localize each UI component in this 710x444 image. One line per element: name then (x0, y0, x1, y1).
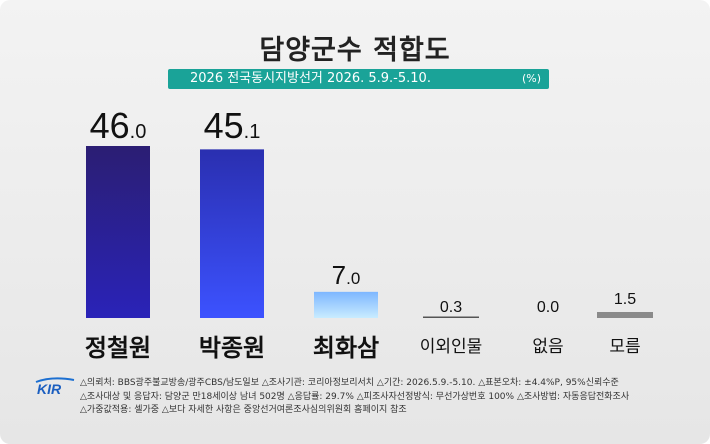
footer-line-2: △조사대상 및 응답자: 담양군 만18세이상 남녀 502명 △응답률: 29… (80, 391, 630, 402)
survey-info-bar: 2026 전국동시지방선거 2026. 5.9.-5.10. (%) (168, 69, 549, 89)
value-label-4: 0.3 (440, 299, 462, 316)
bar-6 (597, 312, 653, 318)
value-label-2: 45.1 (204, 105, 261, 146)
value-label-3: 7.0 (332, 260, 361, 290)
category-label-6: 모름 (609, 337, 640, 357)
category-label-2: 박종원 (199, 334, 265, 362)
bar-4 (423, 316, 479, 318)
footer-line-3: △가중값적용: 셀가중 △보다 자세한 사항은 중앙선거여론조사심의위원회 홈페… (80, 405, 407, 415)
category-label-4: 이외인물 (420, 337, 483, 357)
bar-chart: 46.0 정철원 45.1 박종원 7.0 최화삼 0.3 이외인물 0.0 없음 1.5 모름 (85, 105, 653, 362)
survey-info-text: 2026 전국동시지방선거 2026. 5.9.-5.10. (190, 71, 431, 86)
kir-logo: KIR (35, 377, 75, 396)
bar-3 (314, 291, 378, 318)
footer-line-1: △의뢰처: BBS광주불교방송/광주CBS/남도일보 △조사기관: 코리아정보리… (80, 378, 619, 388)
category-label-1: 정철원 (85, 334, 151, 362)
bar-1 (86, 146, 150, 318)
value-label-1: 46.0 (90, 105, 147, 146)
bar-2 (200, 149, 264, 318)
category-label-3: 최화삼 (313, 334, 379, 362)
value-label-6: 1.5 (614, 291, 636, 308)
value-label-5: 0.0 (537, 299, 559, 316)
chart-title: 담양군수 적합도 (259, 35, 451, 66)
logo-text: KIR (37, 381, 62, 396)
unit-label: (%) (521, 72, 541, 85)
survey-footer: △의뢰처: BBS광주불교방송/광주CBS/남도일보 △조사기관: 코리아정보리… (0, 371, 710, 444)
category-label-5: 없음 (532, 337, 563, 357)
